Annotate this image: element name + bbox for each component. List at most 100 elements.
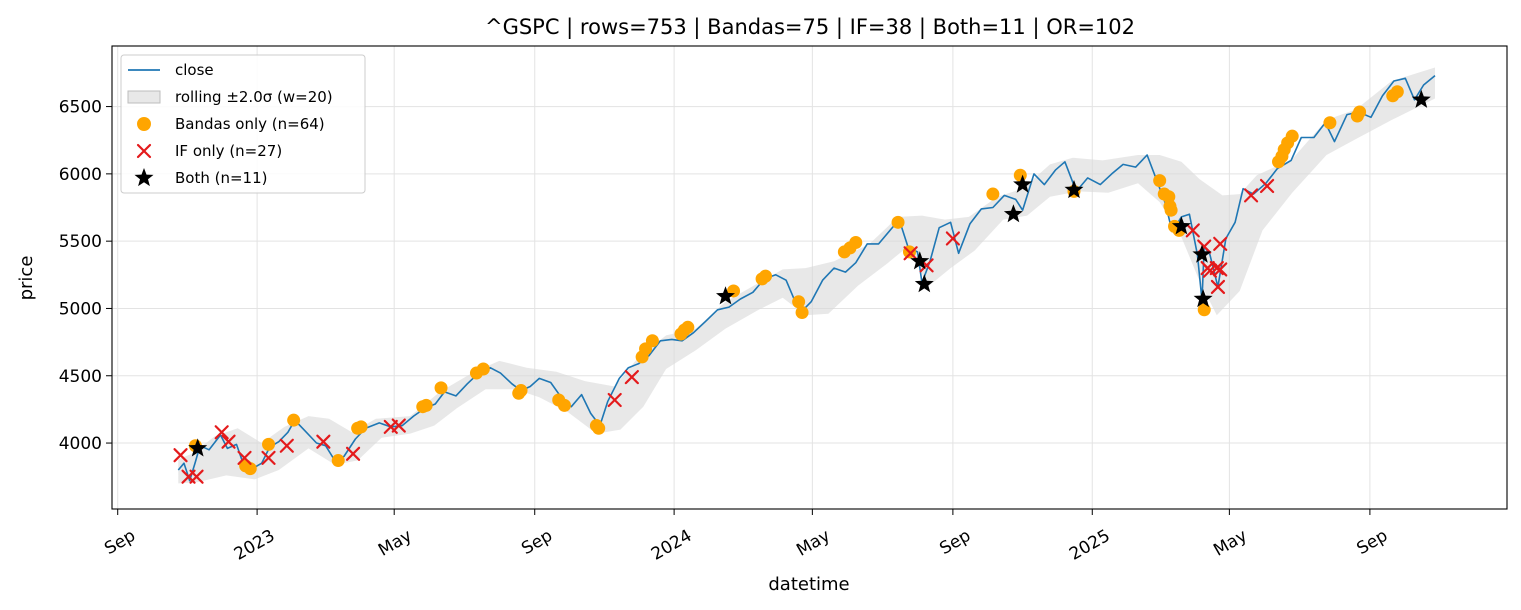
if-only-point (214, 425, 229, 440)
bandas-only-markers (188, 85, 1404, 476)
both-point (1193, 289, 1213, 308)
x-stroke (1185, 223, 1200, 238)
plot-frame (111, 45, 1508, 510)
bandas-only-point (986, 187, 1000, 201)
legend-entry-band: rolling ±2.0σ (w=20) (127, 88, 333, 106)
bandas-only-point (1162, 190, 1176, 204)
if-only-point (391, 418, 406, 433)
bandas-only-point (1390, 85, 1404, 99)
bandas-only-point (1164, 203, 1178, 217)
if-only-point (1209, 260, 1224, 276)
x-stroke (391, 418, 406, 433)
bandas-only-point (243, 462, 257, 476)
legend-entry-if: IF only (n=27) (136, 142, 282, 160)
if-only-point (345, 446, 361, 461)
if-only-point (624, 369, 639, 385)
x-stroke (1243, 188, 1259, 203)
if-only-point (189, 469, 204, 484)
x-stroke (345, 446, 361, 461)
both-point (1013, 174, 1033, 193)
legend-frame (120, 54, 366, 194)
x-stroke (261, 450, 276, 465)
bandas-only-point (1197, 303, 1211, 317)
legend-label: rolling ±2.0σ (w=20) (175, 88, 333, 106)
x-stroke (1210, 279, 1226, 295)
y-axis-label: price (16, 256, 37, 301)
x-stroke (136, 143, 152, 159)
x-stroke (624, 369, 639, 385)
x-stroke (279, 438, 294, 453)
x-stroke (237, 450, 252, 465)
both-point (716, 286, 735, 305)
chart-title: ^GSPC | rows=753 | Bandas=75 | IF=38 | B… (485, 15, 1135, 40)
x-stroke (607, 392, 622, 408)
bandas-only-point (792, 295, 806, 309)
bandas-only-point (1013, 168, 1027, 182)
bandas-only-point (514, 384, 528, 398)
both-point (914, 274, 934, 293)
bandas-only-point (476, 362, 490, 376)
legend-label: close (175, 61, 214, 79)
legend-patch-swatch (127, 90, 161, 104)
y-tick-label: 4500 (59, 367, 102, 387)
bandas-only-point (1153, 174, 1167, 188)
x-stroke (189, 469, 204, 484)
if-only-point (1243, 188, 1259, 203)
x-axis-label: datetime (768, 574, 849, 595)
x-stroke (173, 448, 188, 463)
x-stroke (919, 258, 934, 273)
legend-entry-bandas: Bandas only (n=64) (137, 115, 325, 133)
if-only-point (945, 231, 960, 246)
both-point (910, 251, 930, 270)
legend: close rolling ±2.0σ (w=20) Bandas only (n=… (120, 54, 366, 194)
legend-x-swatch (136, 143, 152, 159)
if-only-point (903, 246, 918, 261)
if-only-point (1185, 223, 1200, 238)
bandas-only-point (262, 437, 276, 451)
if-only-point (237, 450, 252, 465)
if-only-point (1259, 178, 1275, 194)
both-point (1064, 180, 1084, 199)
if-only-point (279, 438, 294, 453)
both-point (1003, 204, 1023, 223)
x-stroke (1213, 262, 1228, 277)
bandas-only-point (1353, 105, 1367, 119)
both-point (1411, 89, 1431, 108)
both-markers (188, 89, 1431, 457)
x-stroke (221, 434, 236, 449)
legend-star-swatch (134, 168, 154, 187)
both-point (188, 438, 208, 457)
legend-label: IF only (n=27) (175, 142, 282, 160)
x-stroke (214, 425, 229, 440)
x-stroke (1213, 236, 1228, 251)
legend-label: Bandas only (n=64) (175, 115, 325, 133)
legend-label: Both (n=11) (175, 169, 268, 187)
if-only-markers (173, 178, 1275, 484)
x-stroke (1259, 178, 1275, 194)
if-only-point (1210, 279, 1226, 295)
y-tick-label: 6000 (59, 165, 102, 185)
x-stroke (903, 246, 918, 261)
bandas-only-point (891, 215, 905, 229)
if-only-point (173, 448, 188, 463)
if-only-point (316, 434, 331, 449)
bandas-only-point (645, 334, 659, 348)
bandas-only-point (849, 236, 863, 250)
bandas-only-point (354, 420, 368, 434)
legend-entry-both: Both (n=11) (134, 168, 268, 187)
x-stroke (1209, 260, 1224, 276)
bandas-only-point (759, 269, 773, 283)
bandas-only-point (557, 398, 571, 412)
y-axis: 4000 4500 5000 5500 6000 6500 (59, 98, 112, 454)
bandas-only-point (681, 320, 695, 334)
legend-entry-close: close (128, 61, 214, 79)
bandas-only-point (592, 421, 606, 435)
rolling-band-area (178, 67, 1435, 484)
if-only-point (1213, 262, 1228, 277)
if-only-point (221, 434, 236, 449)
both-point (1192, 244, 1212, 263)
bandas-only-point (331, 454, 345, 468)
if-only-point (1213, 236, 1228, 251)
x-stroke (945, 231, 960, 246)
